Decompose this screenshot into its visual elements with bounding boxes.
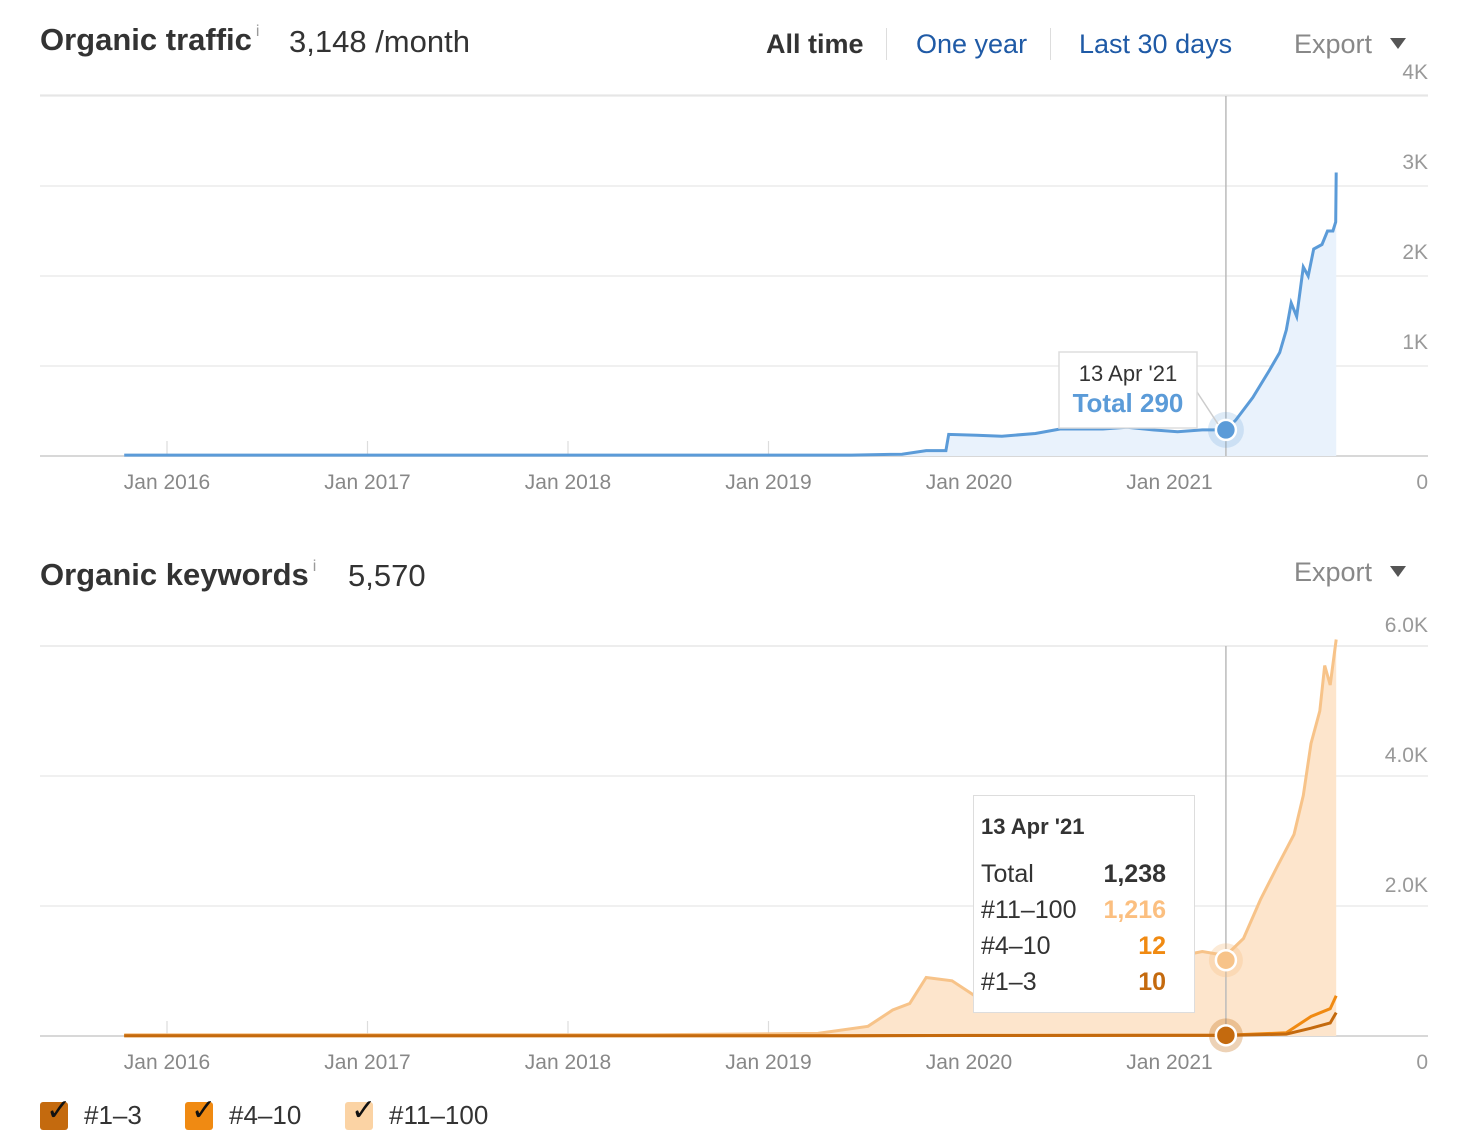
range-separator bbox=[1050, 28, 1051, 60]
info-icon[interactable]: i bbox=[312, 558, 317, 575]
tooltip-11-100-label: #11–100 bbox=[981, 896, 1077, 924]
caret-down-icon bbox=[1390, 38, 1407, 50]
y-tick-label: 3K bbox=[1402, 151, 1428, 174]
tooltip-1-3-value: 10 bbox=[1138, 968, 1166, 996]
range-last-30-days[interactable]: Last 30 days bbox=[1079, 29, 1233, 59]
legend-label: #1–3 bbox=[84, 1100, 142, 1130]
checkbox-icon[interactable]: ✓ bbox=[40, 1095, 71, 1130]
y-tick-label: 2.0K bbox=[1385, 874, 1428, 897]
traffic-tooltip-date: 13 Apr '21 bbox=[1079, 361, 1177, 386]
tooltip-4-10-value: 12 bbox=[1138, 932, 1166, 960]
checkmark-icon: ✓ bbox=[46, 1093, 72, 1127]
tooltip-11-100-value: 1,216 bbox=[1103, 896, 1166, 924]
range-all-time[interactable]: All time bbox=[766, 29, 864, 59]
y-tick-label: 4K bbox=[1402, 61, 1428, 84]
x-tick-label: Jan 2019 bbox=[725, 1051, 811, 1074]
export-label: Export bbox=[1294, 29, 1373, 59]
keywords-highlight-dot-11-100 bbox=[1214, 948, 1238, 972]
traffic-export-button[interactable]: Export bbox=[1294, 29, 1407, 60]
keywords-tooltip-date: 13 Apr '21 bbox=[981, 814, 1085, 839]
y-tick-label: 4.0K bbox=[1385, 744, 1428, 767]
legend-label: #11–100 bbox=[389, 1100, 489, 1130]
x-tick-label: Jan 2021 bbox=[1126, 1051, 1212, 1074]
keywords-export-button[interactable]: Export bbox=[1294, 557, 1407, 588]
range-separator bbox=[886, 28, 887, 60]
traffic-tooltip: 13 Apr '21 Total 290 bbox=[1058, 351, 1198, 429]
series-11-100-area bbox=[124, 639, 1337, 1036]
y-tick-label: 0 bbox=[1416, 1051, 1428, 1074]
traffic-value: 3,148 /month bbox=[289, 24, 470, 59]
y-tick-label: 0 bbox=[1416, 471, 1428, 494]
legend-item-1-3[interactable]: ✓ #1–3 bbox=[40, 1095, 142, 1131]
x-tick-label: Jan 2021 bbox=[1126, 471, 1212, 494]
x-tick-label: Jan 2020 bbox=[926, 471, 1012, 494]
keywords-title: Organic keywords i bbox=[40, 557, 316, 593]
keywords-highlight-dot-1-3 bbox=[1214, 1024, 1238, 1047]
x-tick-label: Jan 2016 bbox=[124, 1051, 210, 1074]
legend-item-4-10[interactable]: ✓ #4–10 bbox=[185, 1095, 302, 1131]
info-icon[interactable]: i bbox=[255, 23, 260, 40]
traffic-chart: Jan 2016 Jan 2017 Jan 2018 Jan 2019 Jan 2020… bbox=[40, 61, 1428, 494]
traffic-title: Organic traffic i bbox=[40, 22, 259, 58]
caret-down-icon bbox=[1390, 566, 1407, 578]
traffic-tooltip-total: Total 290 bbox=[1073, 388, 1184, 418]
tooltip-1-3-label: #1–3 bbox=[981, 968, 1037, 996]
tooltip-connector bbox=[1196, 391, 1219, 425]
tooltip-4-10-label: #4–10 bbox=[981, 932, 1051, 960]
tooltip-total-value: 1,238 bbox=[1103, 860, 1166, 888]
checkbox-icon[interactable]: ✓ bbox=[185, 1095, 216, 1130]
x-tick-label: Jan 2017 bbox=[324, 471, 410, 494]
x-tick-label: Jan 2020 bbox=[926, 1051, 1012, 1074]
x-tick-label: Jan 2018 bbox=[525, 1051, 611, 1074]
traffic-line bbox=[124, 172, 1338, 457]
checkbox-icon[interactable]: ✓ bbox=[345, 1095, 376, 1130]
range-one-year[interactable]: One year bbox=[916, 29, 1028, 59]
tooltip-total-label: Total bbox=[981, 860, 1034, 888]
x-tick-label: Jan 2016 bbox=[124, 471, 210, 494]
traffic-title-text: Organic traffic bbox=[40, 22, 252, 57]
keywords-x-axis: Jan 2016 Jan 2017 Jan 2018 Jan 2019 Jan 2020… bbox=[124, 1021, 1213, 1074]
legend-item-11-100[interactable]: ✓ #11–100 bbox=[345, 1095, 489, 1131]
series-1-3-line bbox=[124, 1011, 1338, 1038]
y-tick-label: 2K bbox=[1402, 241, 1428, 264]
y-tick-label: 1K bbox=[1402, 331, 1428, 354]
x-tick-label: Jan 2018 bbox=[525, 471, 611, 494]
checkmark-icon: ✓ bbox=[191, 1093, 217, 1127]
keywords-y-axis: 0 2.0K 4.0K 6.0K bbox=[1385, 614, 1428, 1074]
traffic-grid bbox=[40, 94, 1428, 457]
traffic-y-axis: 0 1K 2K 3K 4K bbox=[1402, 61, 1428, 494]
x-tick-label: Jan 2017 bbox=[324, 1051, 410, 1074]
export-label: Export bbox=[1294, 557, 1373, 587]
x-tick-label: Jan 2019 bbox=[725, 471, 811, 494]
legend-label: #4–10 bbox=[229, 1100, 302, 1130]
y-tick-label: 6.0K bbox=[1385, 614, 1428, 637]
keywords-chart: Jan 2016 Jan 2017 Jan 2018 Jan 2019 Jan 2020… bbox=[40, 614, 1428, 1074]
traffic-highlight-dot bbox=[1214, 418, 1238, 442]
keywords-title-text: Organic keywords bbox=[40, 557, 309, 592]
keywords-tooltip: 13 Apr '21 Total 1,238 #11–100 1,216 #4–… bbox=[973, 795, 1195, 1013]
traffic-x-axis: Jan 2016 Jan 2017 Jan 2018 Jan 2019 Jan 2020… bbox=[124, 441, 1213, 494]
checkmark-icon: ✓ bbox=[351, 1093, 377, 1127]
keywords-value: 5,570 bbox=[348, 558, 426, 593]
